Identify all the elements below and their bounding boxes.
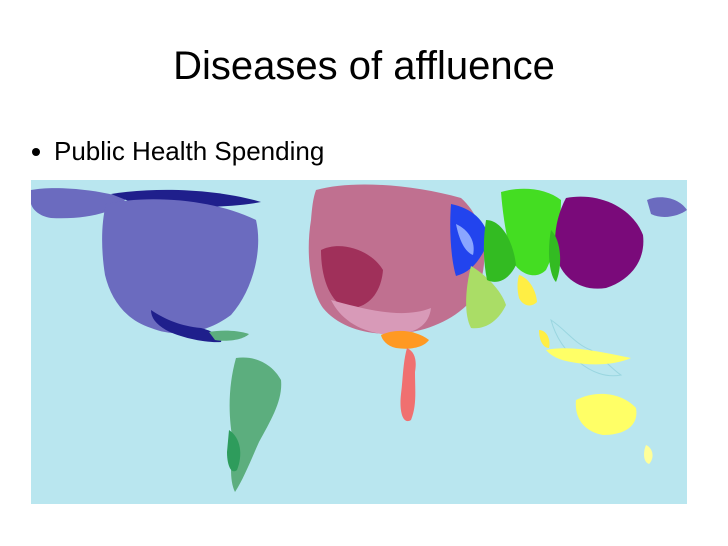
- bullet-text: Public Health Spending: [54, 136, 325, 166]
- world-cartogram: [31, 180, 687, 504]
- bullet-dot-icon: [32, 147, 40, 156]
- region-east-asia-edge: [548, 230, 561, 282]
- region-south-america: [229, 357, 282, 492]
- region-eastern-europe-light: [456, 224, 474, 255]
- region-russia: [501, 188, 561, 276]
- bullet-list: Public Health Spending: [32, 136, 324, 167]
- region-greenland: [31, 188, 126, 219]
- region-australia: [575, 393, 637, 435]
- region-east-asia: [555, 196, 644, 289]
- region-new-zealand: [644, 445, 653, 464]
- region-caribbean: [209, 330, 249, 341]
- bullet-item: Public Health Spending: [32, 136, 324, 167]
- region-indonesia: [546, 348, 631, 365]
- cartogram-svg: [31, 180, 687, 504]
- region-central-asia: [483, 220, 516, 282]
- region-western-europe-light: [331, 300, 431, 335]
- region-south-america-tip: [227, 430, 241, 472]
- region-western-europe-dark: [321, 246, 383, 309]
- region-middle-east: [466, 266, 506, 329]
- region-southern-africa: [400, 348, 416, 422]
- region-north-africa: [381, 330, 429, 349]
- region-south-asia: [517, 275, 537, 306]
- region-central-america: [151, 310, 222, 343]
- region-japan: [647, 197, 687, 217]
- slide-title: Diseases of affluence: [173, 44, 555, 88]
- region-north-america: [102, 199, 259, 334]
- region-south-asia-2: [539, 330, 550, 348]
